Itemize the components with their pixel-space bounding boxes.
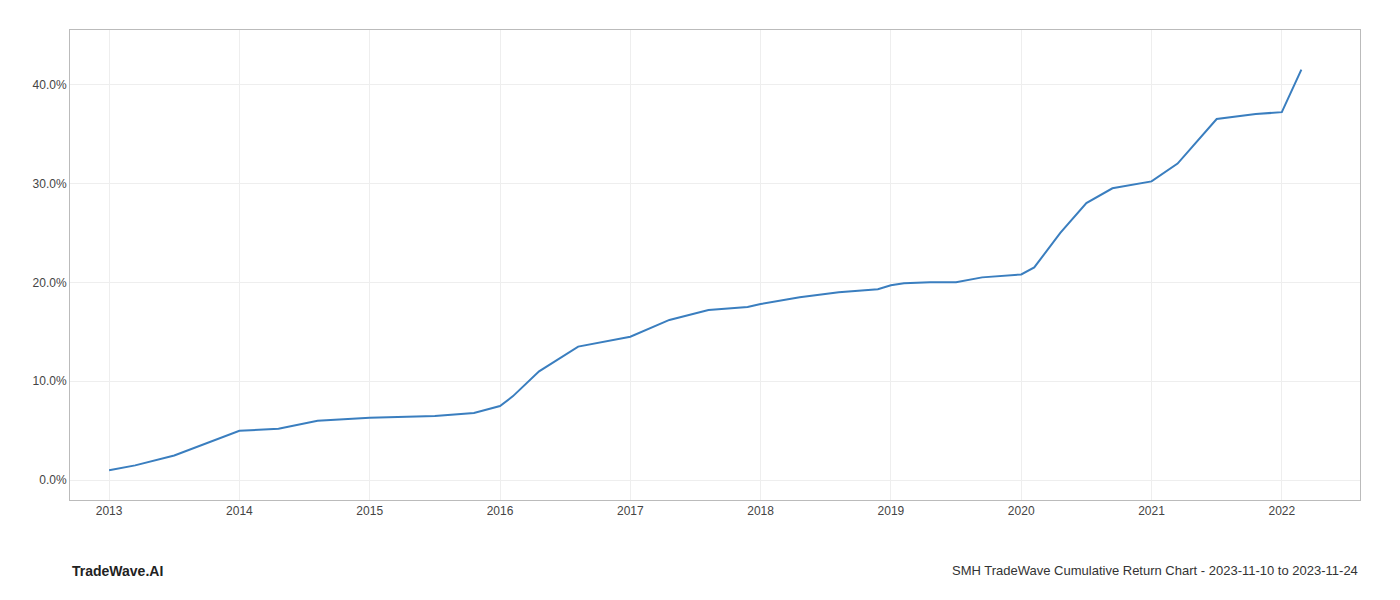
svg-text:TradeWave.AI: TradeWave.AI [72, 563, 163, 579]
svg-text:SMH TradeWave Cumulative Retur: SMH TradeWave Cumulative Return Chart - … [952, 563, 1358, 578]
svg-text:2019: 2019 [878, 504, 905, 518]
svg-text:30.0%: 30.0% [33, 177, 67, 191]
svg-text:2016: 2016 [487, 504, 514, 518]
svg-text:2018: 2018 [747, 504, 774, 518]
svg-text:2020: 2020 [1008, 504, 1035, 518]
svg-text:2017: 2017 [617, 504, 644, 518]
svg-text:2014: 2014 [226, 504, 253, 518]
svg-text:10.0%: 10.0% [33, 374, 67, 388]
svg-text:0.0%: 0.0% [39, 473, 67, 487]
svg-text:2013: 2013 [96, 504, 123, 518]
svg-text:2022: 2022 [1268, 504, 1295, 518]
svg-text:2015: 2015 [356, 504, 383, 518]
svg-text:2021: 2021 [1138, 504, 1165, 518]
svg-text:40.0%: 40.0% [33, 78, 67, 92]
svg-text:20.0%: 20.0% [33, 276, 67, 290]
